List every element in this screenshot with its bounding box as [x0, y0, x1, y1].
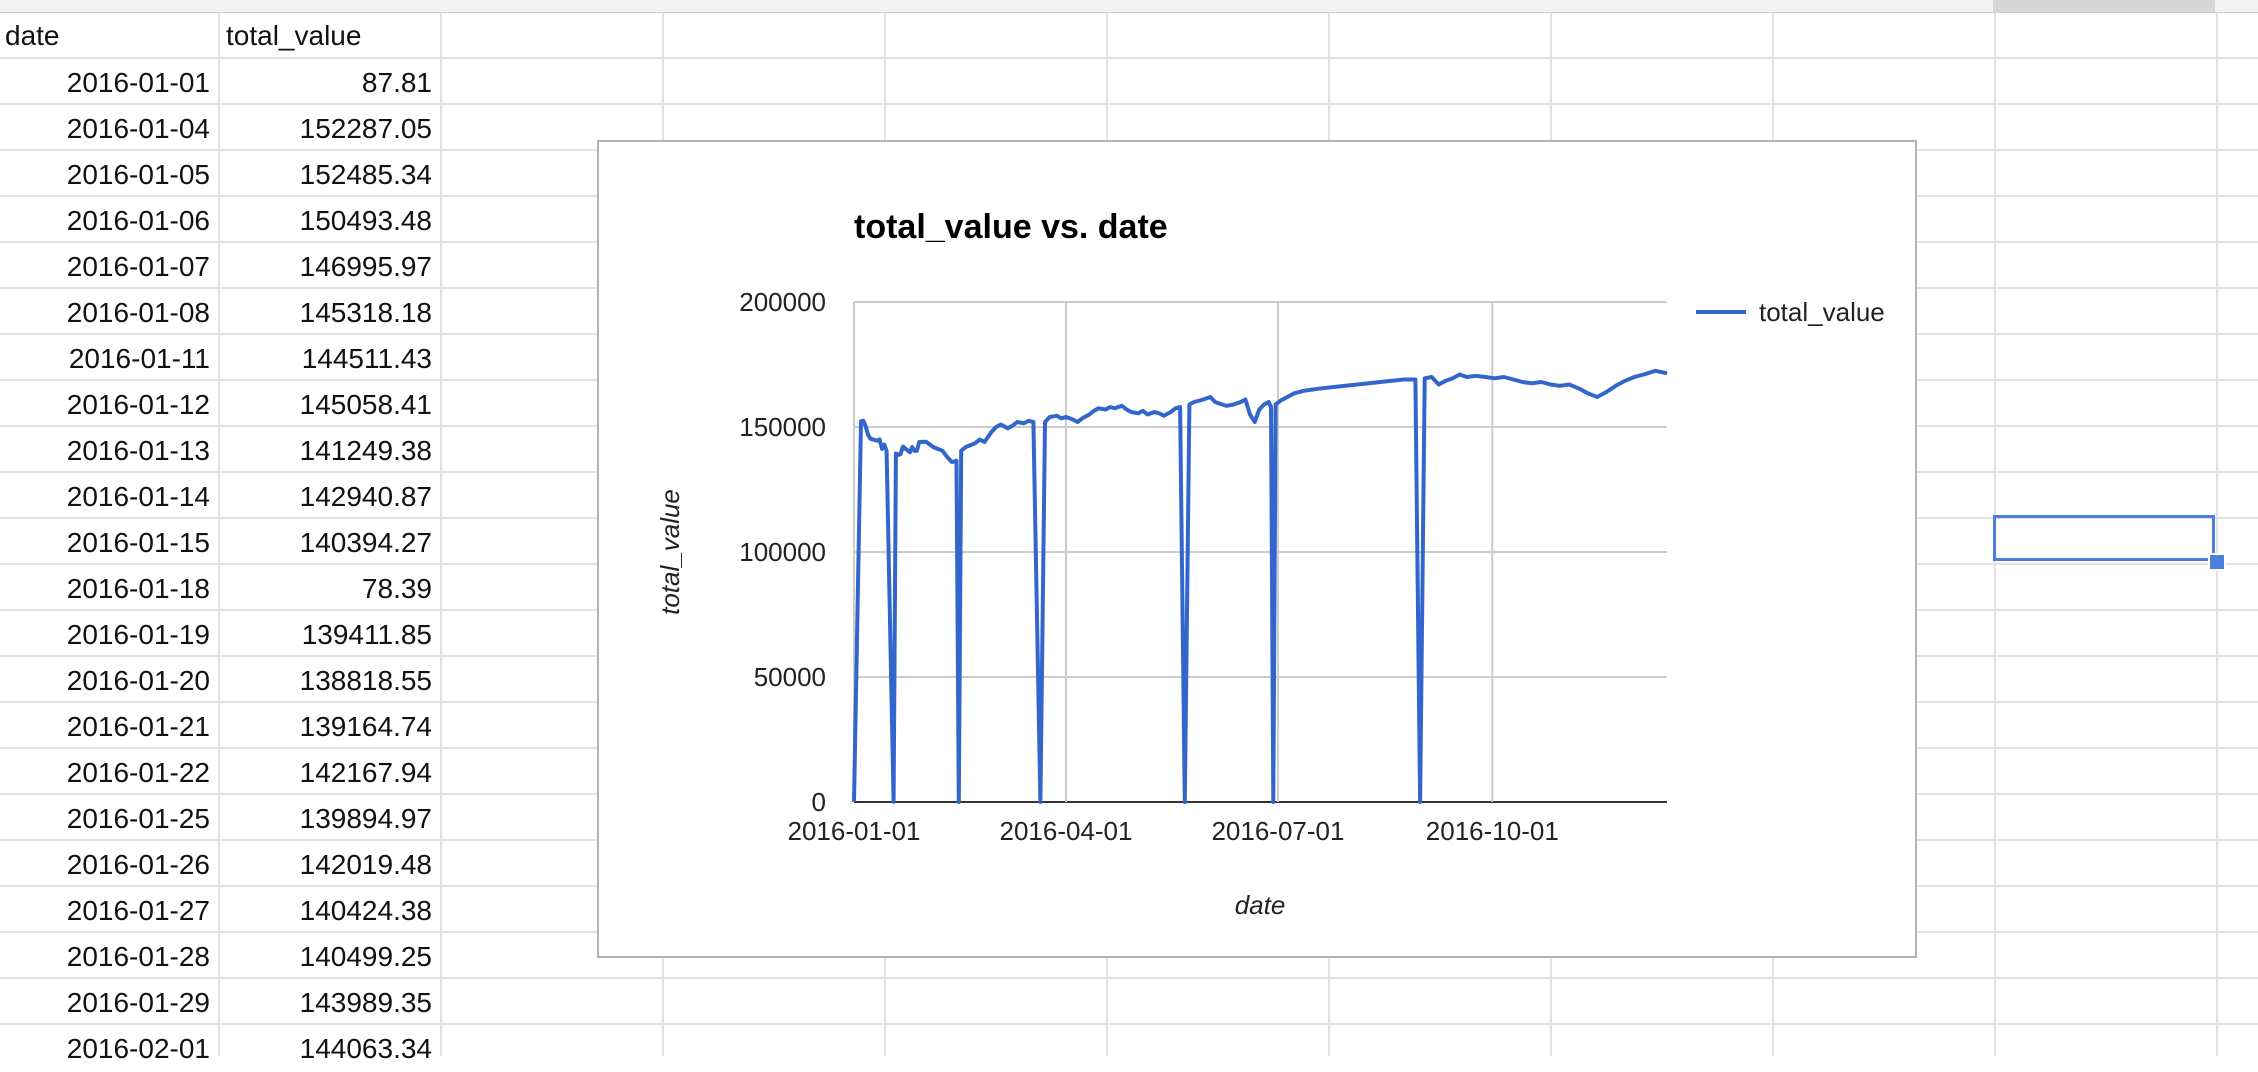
cell-date[interactable]: 2016-01-13	[66, 435, 210, 466]
cell-date[interactable]: 2016-01-29	[66, 987, 210, 1018]
cell-total-value[interactable]: 152287.05	[299, 113, 432, 144]
header-cell-total-value[interactable]: total_value	[226, 20, 362, 51]
cell-total-value[interactable]: 145318.18	[299, 297, 432, 328]
cell-date[interactable]: 2016-01-12	[66, 389, 210, 420]
column-header-strip[interactable]	[0, 0, 2258, 13]
x-axis-title: date	[1235, 890, 1286, 920]
chart-container[interactable]: 0 50000 100000 150000 200000 2016-01-01 2016-0…	[597, 140, 1917, 958]
y-tick-label: 200000	[739, 287, 826, 317]
y-axis-title: total_value	[655, 489, 685, 615]
cell-total-value[interactable]: 140499.25	[299, 941, 432, 972]
cell-total-value[interactable]: 143989.35	[299, 987, 432, 1018]
y-tick-label: 0	[812, 787, 826, 817]
cell-date[interactable]: 2016-01-19	[66, 619, 210, 650]
cell-date[interactable]: 2016-01-20	[66, 665, 210, 696]
cell-date[interactable]: 2016-01-22	[66, 757, 210, 788]
x-tick-label: 2016-01-01	[788, 816, 921, 846]
cell-total-value[interactable]: 144063.34	[299, 1033, 432, 1064]
cell-date[interactable]: 2016-01-14	[66, 481, 210, 512]
chart-title: total_value vs. date	[854, 208, 1168, 246]
cell-total-value[interactable]: 140424.38	[299, 895, 432, 926]
series-line-total-value[interactable]	[852, 368, 1668, 804]
selected-cell[interactable]	[1993, 515, 2215, 561]
cell-date[interactable]: 2016-01-27	[66, 895, 210, 926]
cell-date[interactable]: 2016-01-15	[66, 527, 210, 558]
cell-total-value[interactable]: 138818.55	[299, 665, 432, 696]
cell-total-value[interactable]: 78.39	[361, 573, 432, 604]
cell-total-value[interactable]: 142167.94	[299, 757, 432, 788]
cell-total-value[interactable]: 142940.87	[299, 481, 432, 512]
cell-total-value[interactable]: 139894.97	[299, 803, 432, 834]
cell-date[interactable]: 2016-01-18	[66, 573, 210, 604]
cell-total-value[interactable]: 140394.27	[299, 527, 432, 558]
cell-total-value[interactable]: 139411.85	[301, 619, 432, 650]
x-tick-label: 2016-04-01	[999, 816, 1132, 846]
cell-total-value[interactable]: 146995.97	[299, 251, 432, 282]
x-tick-label: 2016-07-01	[1211, 816, 1344, 846]
cell-total-value[interactable]: 142019.48	[299, 849, 432, 880]
legend-label-total-value: total_value	[1759, 297, 1885, 327]
cell-total-value[interactable]: 139164.74	[299, 711, 432, 742]
x-tick-label: 2016-10-01	[1426, 816, 1559, 846]
cell-total-value[interactable]: 144511.43	[301, 343, 432, 374]
cell-date[interactable]: 2016-02-01	[66, 1033, 210, 1064]
cell-total-value[interactable]: 87.81	[361, 67, 432, 98]
cell-total-value[interactable]: 141249.38	[299, 435, 432, 466]
cell-date[interactable]: 2016-01-08	[66, 297, 210, 328]
cell-total-value[interactable]: 150493.48	[299, 205, 432, 236]
line-chart[interactable]: 0 50000 100000 150000 200000 2016-01-01 2016-0…	[599, 142, 1915, 956]
header-cell-date[interactable]: date	[5, 20, 60, 51]
cell-date[interactable]: 2016-01-05	[66, 159, 210, 190]
cell-date[interactable]: 2016-01-26	[66, 849, 210, 880]
y-tick-label: 150000	[739, 412, 826, 442]
cell-date[interactable]: 2016-01-07	[66, 251, 210, 282]
cell-date[interactable]: 2016-01-11	[68, 343, 210, 374]
cell-date[interactable]: 2016-01-06	[66, 205, 210, 236]
y-tick-label: 100000	[739, 537, 826, 567]
cell-date[interactable]: 2016-01-28	[66, 941, 210, 972]
column-header-selected[interactable]	[1993, 0, 2215, 12]
fill-handle[interactable]	[2208, 553, 2226, 571]
cell-date[interactable]: 2016-01-04	[66, 113, 210, 144]
cell-date[interactable]: 2016-01-21	[66, 711, 210, 742]
cell-date[interactable]: 2016-01-01	[66, 67, 210, 98]
cell-date[interactable]: 2016-01-25	[66, 803, 210, 834]
cell-total-value[interactable]: 145058.41	[299, 389, 432, 420]
cell-total-value[interactable]: 152485.34	[299, 159, 432, 190]
y-tick-label: 50000	[754, 662, 826, 692]
